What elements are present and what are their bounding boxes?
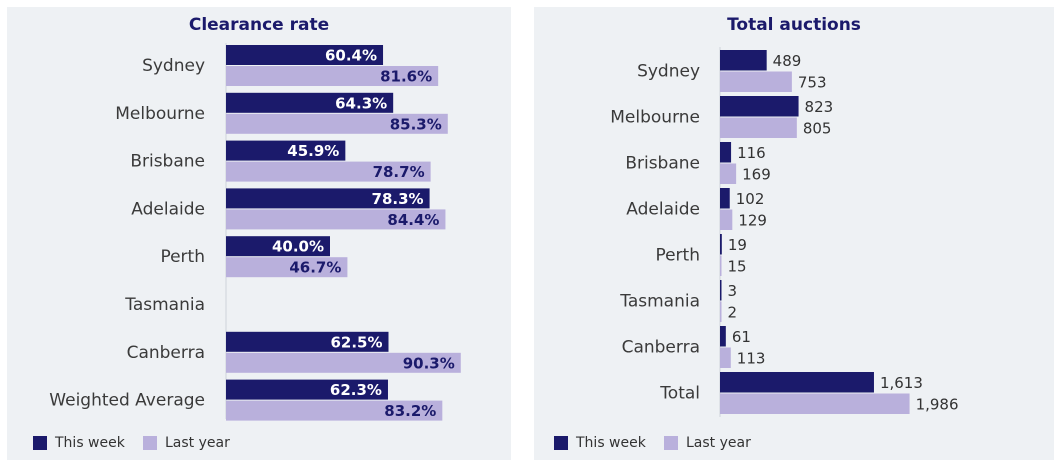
data-label-this-week-canberra: 62.5% [330, 333, 382, 351]
data-label-last-year-canberra: 113 [737, 349, 766, 367]
legend-this-week: This week [33, 435, 125, 451]
category-label-sydney: Sydney [637, 62, 700, 82]
bar-this-week-sydney [720, 50, 767, 71]
legend-last-year: Last year [143, 435, 230, 451]
data-label-last-year-melbourne: 805 [803, 119, 832, 137]
data-label-this-week-brisbane: 45.9% [287, 142, 339, 160]
bar-this-week-sydney [226, 45, 384, 65]
bar-this-week-adelaide [720, 188, 730, 209]
data-label-last-year-brisbane: 78.7% [373, 163, 425, 181]
data-label-last-year-total: 1,986 [916, 395, 959, 413]
bar-this-week-canberra [226, 331, 389, 352]
category-label-melbourne: Melbourne [115, 104, 205, 124]
category-label-canberra: Canberra [622, 338, 700, 358]
bar-this-week-melbourne [720, 96, 799, 117]
data-label-this-week-weighted-average: 62.3% [330, 381, 382, 399]
data-label-last-year-sydney: 753 [798, 73, 827, 91]
legend-swatch-last-year [143, 436, 157, 450]
legend-swatch-last-year [664, 436, 678, 450]
data-label-last-year-adelaide: 84.4% [387, 211, 439, 229]
data-label-last-year-perth: 46.7% [289, 259, 341, 277]
clearance-rate-panel: Clearance rate Sydney 60.4% 81.6% Melbourne… [7, 7, 511, 460]
bar-this-week-perth [226, 236, 330, 257]
bar-last-year-tasmania [720, 301, 722, 322]
legend-label-this-week: This week [55, 435, 125, 451]
legend-this-week: This week [554, 435, 646, 451]
category-label-canberra: Canberra [127, 343, 205, 363]
bar-this-week-total [720, 372, 874, 393]
category-label-adelaide: Adelaide [131, 199, 205, 219]
data-label-this-week-adelaide: 102 [736, 190, 765, 208]
total-auctions-panel: Total auctions Sydney 489 753 Melbourne 823 8… [534, 7, 1054, 460]
category-label-tasmania: Tasmania [619, 292, 700, 312]
data-label-this-week-sydney: 60.4% [325, 47, 377, 65]
bar-last-year-brisbane [226, 161, 431, 182]
bar-this-week-tasmania [720, 280, 722, 301]
data-label-last-year-adelaide: 129 [738, 211, 767, 229]
category-label-tasmania: Tasmania [124, 295, 205, 315]
total-auctions-title: Total auctions [727, 15, 861, 35]
category-label-adelaide: Adelaide [626, 200, 700, 220]
data-label-this-week-perth: 40.0% [272, 238, 324, 256]
legend-label-last-year: Last year [686, 435, 751, 451]
bar-last-year-canberra [226, 352, 461, 373]
category-label-perth: Perth [655, 246, 700, 266]
legend-swatch-this-week [554, 436, 568, 450]
data-label-last-year-weighted-average: 83.2% [384, 402, 436, 420]
category-label-weighted-average: Weighted Average [49, 391, 205, 411]
data-label-last-year-canberra: 90.3% [403, 354, 455, 372]
bar-last-year-adelaide [720, 209, 733, 230]
bar-this-week-weighted-average [226, 379, 388, 400]
data-label-last-year-brisbane: 169 [742, 165, 771, 183]
data-label-this-week-canberra: 61 [732, 328, 751, 346]
data-label-this-week-perth: 19 [728, 236, 747, 254]
bar-last-year-brisbane [720, 163, 737, 184]
bar-last-year-perth [720, 255, 722, 276]
category-label-brisbane: Brisbane [625, 154, 700, 174]
clearance-rate-chart: Sydney 60.4%81.6% Melbourne 64.3%85.3% Brisb… [49, 43, 461, 421]
data-label-this-week-adelaide: 78.3% [372, 190, 424, 208]
bar-last-year-total [720, 393, 910, 414]
bar-last-year-sydney [226, 66, 439, 86]
data-label-this-week-melbourne: 64.3% [335, 94, 387, 112]
bar-this-week-canberra [720, 326, 726, 347]
legend-swatch-this-week [33, 436, 47, 450]
bar-last-year-canberra [720, 347, 731, 368]
data-label-last-year-tasmania: 2 [728, 303, 738, 321]
legend-last-year: Last year [664, 435, 751, 451]
category-label-perth: Perth [160, 247, 205, 267]
data-label-this-week-brisbane: 116 [737, 144, 766, 162]
data-label-last-year-melbourne: 85.3% [390, 115, 442, 133]
bar-last-year-melbourne [226, 113, 448, 134]
bar-this-week-perth [720, 234, 722, 255]
data-label-last-year-sydney: 81.6% [380, 68, 432, 86]
total-auctions-chart: Sydney 489 753 Melbourne 823 805 Brisbane 116 16… [610, 47, 959, 417]
bar-this-week-brisbane [720, 142, 732, 163]
bar-this-week-melbourne [226, 92, 394, 113]
bar-this-week-brisbane [226, 140, 346, 161]
data-label-this-week-melbourne: 823 [805, 98, 834, 116]
clearance-rate-title: Clearance rate [188, 15, 330, 35]
data-label-this-week-total: 1,613 [880, 374, 923, 392]
data-label-this-week-sydney: 489 [773, 52, 802, 70]
bar-last-year-melbourne [720, 117, 797, 138]
bar-last-year-perth [226, 257, 348, 278]
data-label-this-week-tasmania: 3 [728, 282, 738, 300]
legend-label-last-year: Last year [165, 435, 230, 451]
category-label-brisbane: Brisbane [130, 152, 205, 172]
bar-last-year-sydney [720, 71, 792, 92]
bar-this-week-adelaide [226, 188, 430, 209]
category-label-melbourne: Melbourne [610, 108, 700, 128]
category-label-total: Total [659, 384, 700, 404]
bar-last-year-adelaide [226, 209, 446, 230]
legend-label-this-week: This week [576, 435, 646, 451]
data-label-last-year-perth: 15 [728, 257, 747, 275]
category-label-sydney: Sydney [142, 56, 205, 76]
bar-last-year-weighted-average [226, 400, 443, 421]
